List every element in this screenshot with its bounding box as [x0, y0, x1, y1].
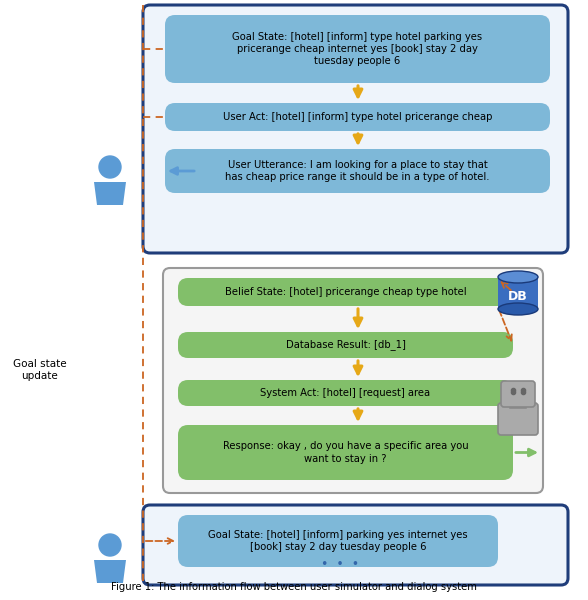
Text: •  •  •: • • •: [321, 559, 359, 571]
Ellipse shape: [498, 271, 538, 283]
Text: Belief State: [hotel] pricerange cheap type hotel: Belief State: [hotel] pricerange cheap t…: [225, 287, 466, 297]
FancyBboxPatch shape: [165, 15, 550, 83]
FancyBboxPatch shape: [178, 515, 498, 567]
Text: Goal State: [hotel] [inform] parking yes internet yes
[book] stay 2 day tuesday : Goal State: [hotel] [inform] parking yes…: [208, 530, 468, 552]
Text: System Act: [hotel] [request] area: System Act: [hotel] [request] area: [260, 388, 430, 398]
Polygon shape: [94, 560, 126, 583]
Text: DB: DB: [508, 290, 528, 304]
Ellipse shape: [498, 303, 538, 315]
Polygon shape: [94, 182, 126, 205]
FancyBboxPatch shape: [498, 403, 538, 435]
FancyBboxPatch shape: [178, 380, 513, 406]
FancyBboxPatch shape: [163, 268, 543, 493]
FancyBboxPatch shape: [178, 278, 513, 306]
FancyBboxPatch shape: [165, 149, 550, 193]
FancyBboxPatch shape: [498, 277, 538, 309]
FancyBboxPatch shape: [165, 103, 550, 131]
Text: Goal State: [hotel] [inform] type hotel parking yes
pricerange cheap internet ye: Goal State: [hotel] [inform] type hotel …: [232, 32, 483, 67]
Circle shape: [99, 156, 121, 178]
FancyBboxPatch shape: [143, 505, 568, 585]
FancyBboxPatch shape: [178, 332, 513, 358]
Text: Database Result: [db_1]: Database Result: [db_1]: [286, 340, 406, 350]
Text: Goal state
update: Goal state update: [13, 359, 67, 381]
Text: Figure 1: The information flow between user simulator and dialog system: Figure 1: The information flow between u…: [111, 582, 477, 592]
FancyBboxPatch shape: [143, 5, 568, 253]
Circle shape: [99, 534, 121, 556]
FancyBboxPatch shape: [178, 425, 513, 480]
Text: User Act: [hotel] [inform] type hotel pricerange cheap: User Act: [hotel] [inform] type hotel pr…: [223, 112, 492, 122]
Text: Response: okay , do you have a specific area you
want to stay in ?: Response: okay , do you have a specific …: [223, 442, 468, 464]
FancyBboxPatch shape: [501, 381, 535, 407]
Text: User Utterance: I am looking for a place to stay that
has cheap price range it s: User Utterance: I am looking for a place…: [225, 160, 490, 182]
